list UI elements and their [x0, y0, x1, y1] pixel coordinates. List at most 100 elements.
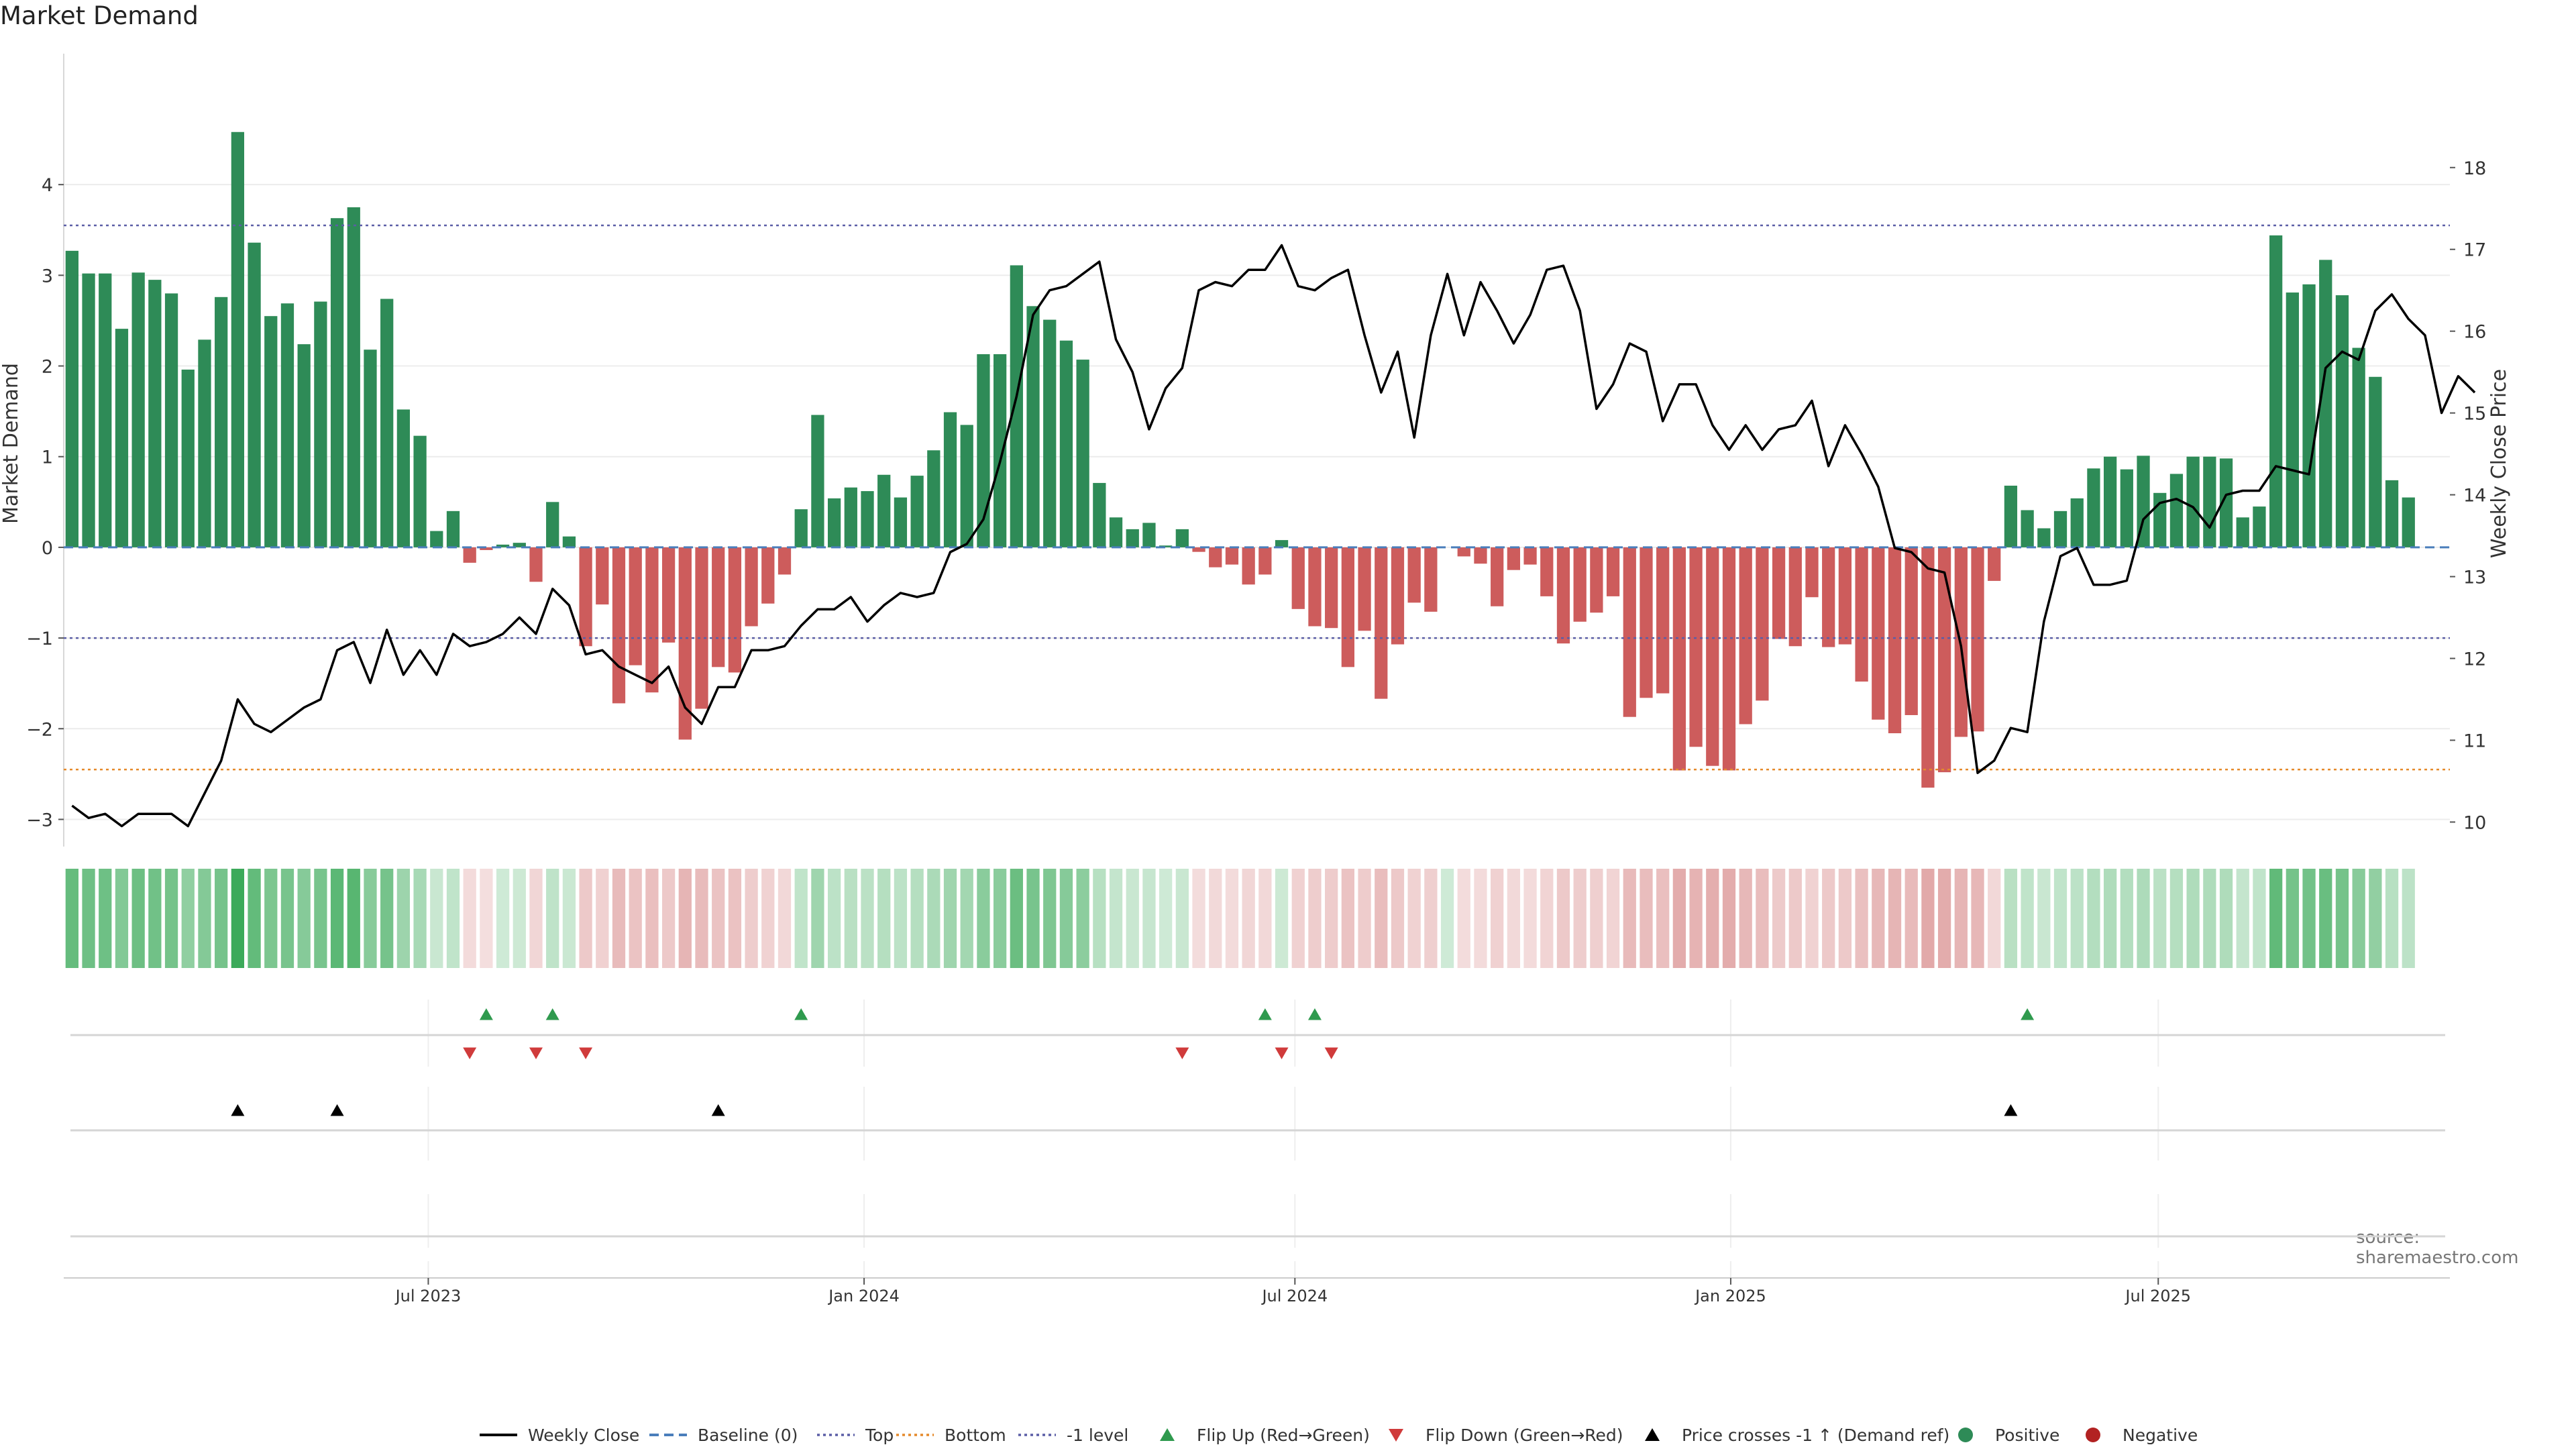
demand-bar [248, 242, 261, 547]
intensity-cell [712, 869, 725, 968]
intensity-cell [248, 869, 261, 968]
right-tick-label: 13 [2463, 568, 2486, 588]
demand-bar [1491, 547, 1504, 606]
intensity-cell [496, 869, 510, 968]
demand-bar [131, 272, 145, 547]
intensity-cell [1375, 869, 1388, 968]
demand-bar [927, 450, 941, 547]
intensity-cell [993, 869, 1007, 968]
right-tick-label: 16 [2463, 322, 2486, 343]
demand-bar [297, 344, 311, 547]
legend-label: -1 level [1067, 1426, 1128, 1445]
intensity-cell [1872, 869, 1885, 968]
intensity-cell [1540, 869, 1554, 968]
demand-bar [280, 303, 294, 547]
intensity-cell [1739, 869, 1752, 968]
flip-up-marker [545, 1008, 559, 1020]
intensity-cell [1756, 869, 1769, 968]
demand-bar [1656, 547, 1670, 694]
demand-bar [1756, 547, 1769, 701]
intensity-cell [2070, 869, 2084, 968]
demand-bar [777, 547, 792, 575]
demand-bar [1606, 547, 1620, 596]
demand-bar [1556, 547, 1570, 644]
intensity-cell [1209, 869, 1222, 968]
right-tick-label: 12 [2463, 649, 2486, 670]
flip-up-marker [794, 1008, 808, 1020]
intensity-cell [1788, 869, 1802, 968]
demand-bar [2070, 498, 2084, 547]
demand-bar [1921, 547, 1935, 788]
demand-bar [115, 329, 129, 547]
demand-bar [2169, 474, 2184, 547]
intensity-cell [1937, 869, 1951, 968]
left-tick-label: −2 [26, 719, 53, 740]
intensity-cell [1291, 869, 1305, 968]
demand-bar [1904, 547, 1918, 715]
intensity-cell [1971, 869, 1984, 968]
intensity-cell [65, 869, 78, 968]
intensity-cell [827, 869, 841, 968]
intensity-cell [1391, 869, 1405, 968]
demand-bar [1076, 360, 1089, 547]
demand-bar [728, 547, 742, 673]
legend-item: Bottom [896, 1426, 1006, 1445]
intensity-cell [131, 869, 145, 968]
intensity-cell [463, 869, 476, 968]
demand-bar [1275, 540, 1289, 547]
intensity-cell [1573, 869, 1587, 968]
demand-bar [844, 487, 857, 547]
demand-bar [430, 531, 443, 547]
flip-down-marker [1324, 1047, 1338, 1059]
demand-bar [745, 547, 758, 627]
demand-bar [1325, 547, 1338, 629]
demand-bar [811, 415, 824, 547]
demand-bar [1722, 547, 1736, 771]
legend-triangle-up-icon [1160, 1428, 1175, 1441]
intensity-cell [1093, 869, 1106, 968]
legend-label: Negative [2123, 1426, 2198, 1445]
intensity-cell [2402, 869, 2415, 968]
intensity-cell [446, 869, 460, 968]
demand-bar [678, 547, 692, 740]
demand-bar [65, 250, 78, 547]
intensity-cell [960, 869, 973, 968]
demand-bar [1142, 523, 1156, 547]
intensity-cell [1590, 869, 1603, 968]
intensity-cell [2186, 869, 2200, 968]
demand-bar [1093, 482, 1106, 547]
intensity-cell [927, 869, 941, 968]
intensity-cell [148, 869, 162, 968]
demand-bar [1159, 545, 1173, 547]
demand-bar [993, 354, 1007, 547]
demand-bar [960, 425, 973, 547]
intensity-cell [645, 869, 659, 968]
demand-bar [2037, 528, 2051, 547]
intensity-cell [612, 869, 626, 968]
demand-bar [2335, 295, 2349, 547]
intensity-cell [777, 869, 792, 968]
price-cross-marker [330, 1104, 344, 1116]
intensity-cell [2103, 869, 2117, 968]
demand-bar [82, 273, 95, 547]
intensity-cell [1706, 869, 1719, 968]
demand-bar [529, 547, 543, 582]
flip-down-marker [1275, 1047, 1289, 1059]
demand-bar [413, 435, 427, 547]
intensity-cell [1258, 869, 1272, 968]
demand-bar [1540, 547, 1554, 596]
intensity-cell [1225, 869, 1239, 968]
x-tick-label: Jul 2025 [2124, 1287, 2191, 1305]
demand-bar [712, 547, 725, 667]
demand-bar [794, 509, 808, 547]
intensity-cell [844, 869, 857, 968]
intensity-cell [1988, 869, 2001, 968]
demand-bar [1971, 547, 1984, 732]
flip-up-marker [2021, 1008, 2035, 1020]
demand-bar [1457, 547, 1470, 557]
demand-bar [546, 502, 559, 547]
demand-bar [2137, 455, 2150, 547]
source-note: source: sharemaestro.com [2356, 1228, 2519, 1268]
right-tick-label: 18 [2463, 158, 2486, 179]
